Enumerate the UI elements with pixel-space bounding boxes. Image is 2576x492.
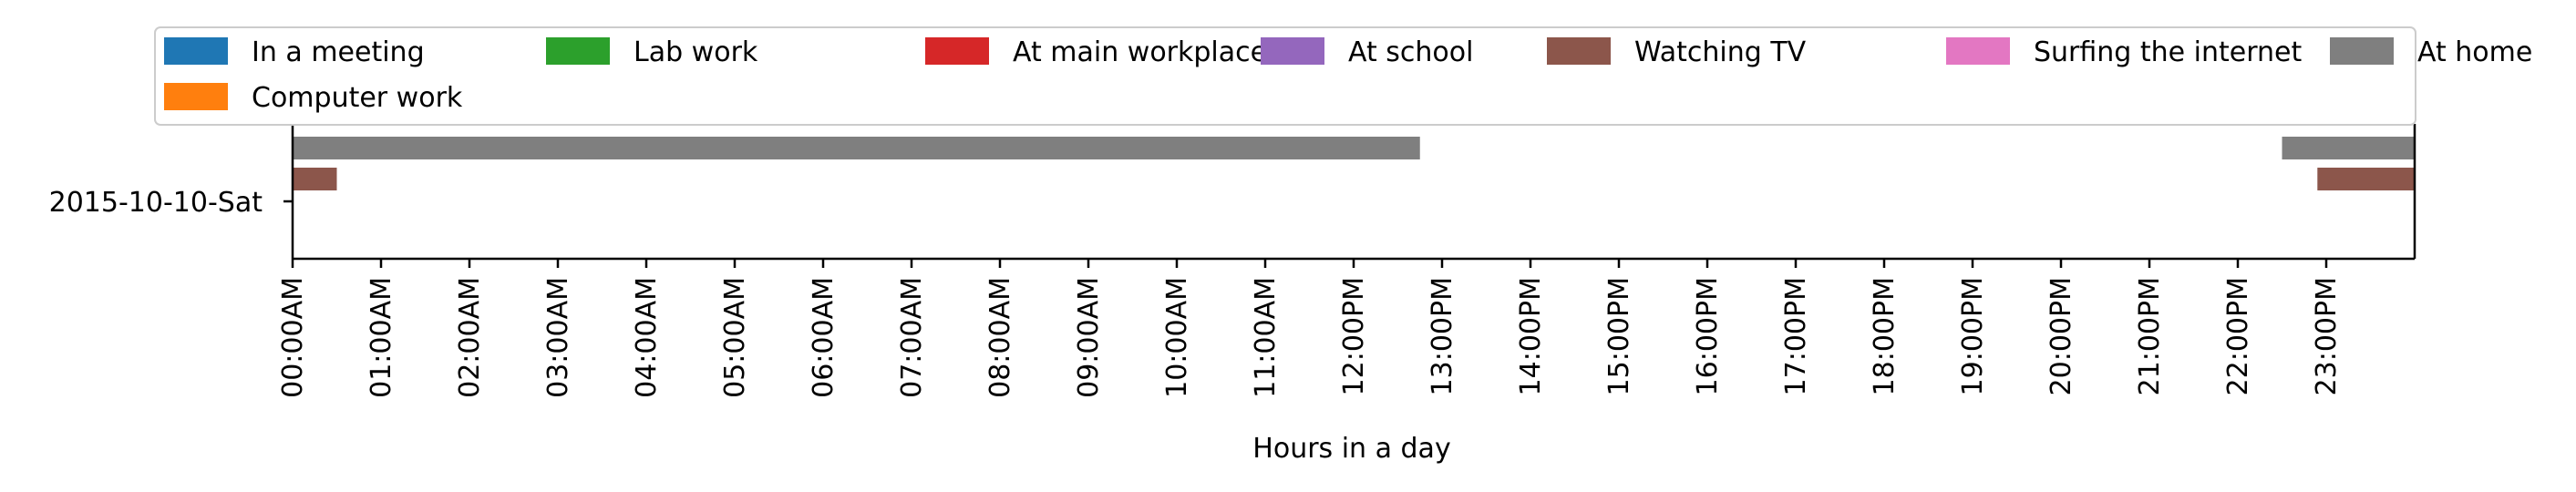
legend-label: At main workplace: [1013, 36, 1267, 68]
x-tick-label: 04:00AM: [631, 277, 663, 398]
legend-swatch: [1547, 37, 1611, 65]
bar-at-home: [2282, 137, 2415, 159]
x-axis-label: Hours in a day: [1252, 433, 1450, 465]
x-tick-label: 03:00AM: [542, 277, 574, 398]
x-tick-label: 06:00AM: [808, 277, 840, 398]
legend-swatch: [1946, 37, 2010, 65]
legend-label: Lab work: [634, 36, 758, 68]
legend-label: At home: [2417, 36, 2532, 68]
x-tick-label: 18:00PM: [1869, 277, 1901, 395]
x-tick-label: 10:00AM: [1161, 277, 1193, 398]
x-tick-label: 16:00PM: [1692, 277, 1724, 395]
x-tick-label: 01:00AM: [366, 277, 397, 398]
x-tick-label: 20:00PM: [2045, 277, 2077, 395]
legend-frame: [154, 26, 2416, 126]
y-tick-label: 2015-10-10-Sat: [49, 187, 263, 219]
legend-label: In a meeting: [252, 36, 425, 68]
legend-label: Watching TV: [1634, 36, 1807, 68]
legend-swatch: [1261, 37, 1324, 65]
x-tick-label: 23:00PM: [2311, 277, 2343, 395]
x-tick-label: 00:00AM: [277, 277, 309, 398]
x-tick-label: 05:00AM: [719, 277, 751, 398]
legend-swatch: [164, 37, 228, 65]
legend-swatch: [2330, 37, 2394, 65]
x-tick-label: 22:00PM: [2222, 277, 2254, 395]
legend: In a meeting Lab work At main workplace At …: [154, 26, 2532, 126]
legend-swatch: [164, 83, 228, 110]
bar-watching-tv: [2317, 168, 2415, 190]
x-tick-label: 08:00AM: [984, 277, 1016, 398]
bar-at-home: [293, 137, 1420, 159]
x-tick-label: 17:00PM: [1780, 277, 1812, 395]
bars-layer: [293, 137, 2415, 190]
legend-label: At school: [1348, 36, 1473, 68]
legend-swatch: [925, 37, 989, 65]
x-tick-label: 21:00PM: [2134, 277, 2166, 395]
axes-layer: 00:00AM 01:00AM 02:00AM 03:00AM 04:00AM 05:00…: [277, 124, 2416, 398]
x-tick-label: 12:00PM: [1338, 277, 1370, 395]
x-tick-label: 02:00AM: [454, 277, 486, 398]
x-tick-label: 09:00AM: [1073, 277, 1105, 398]
x-tick-label: 07:00AM: [896, 277, 928, 398]
bar-watching-tv: [293, 168, 337, 190]
legend-swatch: [546, 37, 610, 65]
x-tick-label: 14:00PM: [1515, 277, 1547, 395]
x-tick-label: 11:00AM: [1250, 277, 1282, 398]
x-tick-label: 13:00PM: [1427, 277, 1458, 395]
x-tick-label: 19:00PM: [1957, 277, 1989, 395]
x-tick-label: 15:00PM: [1603, 277, 1635, 395]
legend-label: Computer work: [252, 82, 463, 114]
legend-label: Surfing the internet: [2034, 36, 2302, 68]
